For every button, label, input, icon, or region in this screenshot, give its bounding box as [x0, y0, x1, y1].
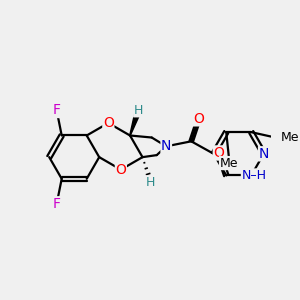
Text: N: N	[259, 147, 269, 161]
Text: O: O	[193, 112, 204, 126]
Text: F: F	[53, 197, 61, 211]
Text: F: F	[53, 103, 61, 118]
Text: O: O	[103, 116, 114, 130]
Text: O: O	[213, 146, 224, 160]
Text: H: H	[134, 104, 143, 117]
Text: H: H	[146, 176, 156, 189]
Text: Me: Me	[281, 131, 299, 144]
Text: Me: Me	[220, 157, 238, 169]
Polygon shape	[130, 112, 140, 136]
Text: O: O	[116, 163, 126, 177]
Text: N–H: N–H	[242, 169, 266, 182]
Text: N: N	[161, 139, 171, 153]
